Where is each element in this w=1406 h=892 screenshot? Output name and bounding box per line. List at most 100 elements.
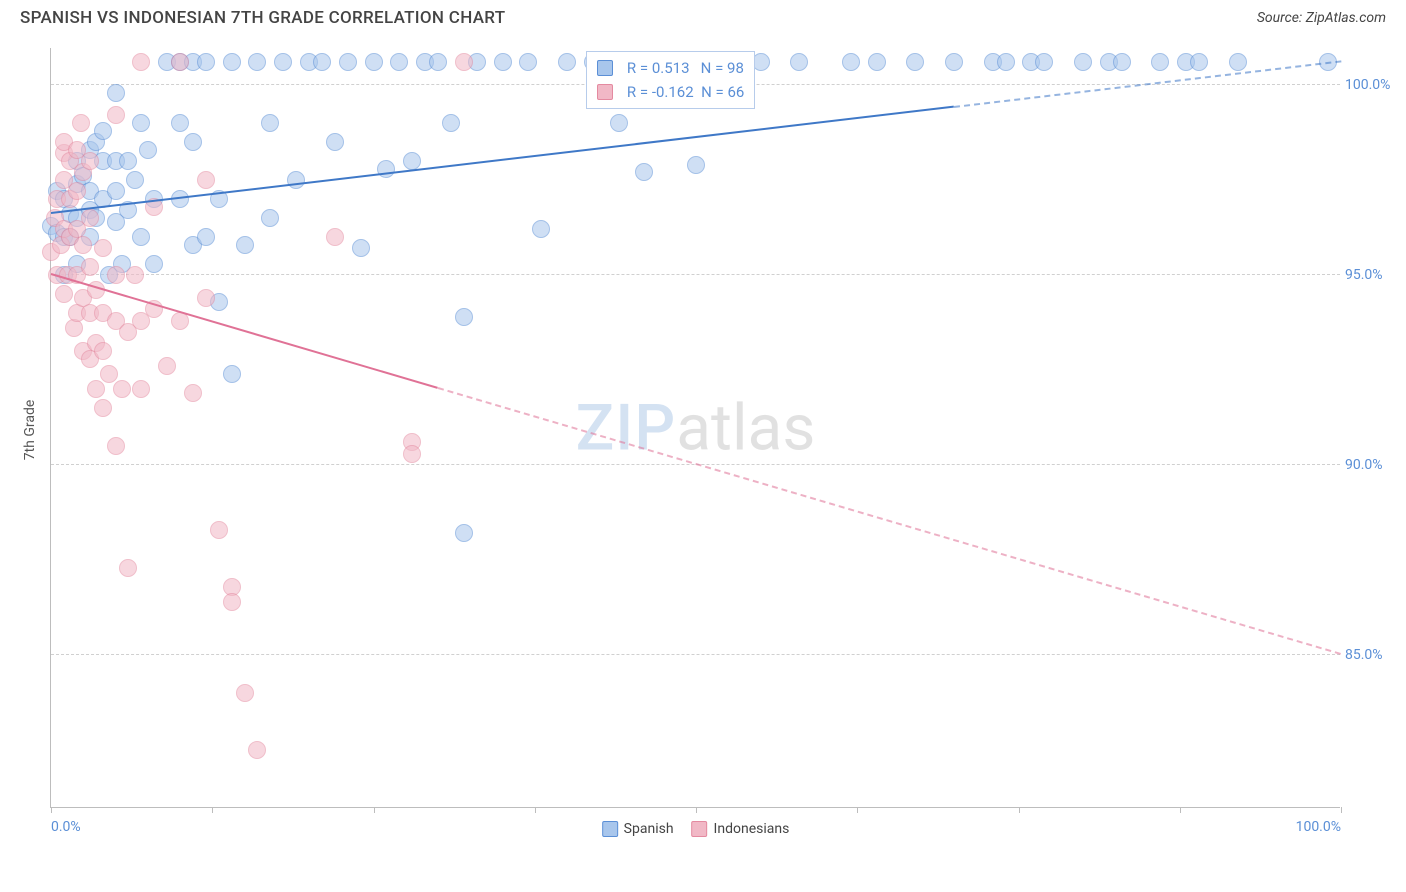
y-tick-label: 95.0%	[1345, 267, 1400, 283]
y-tick-label: 85.0%	[1345, 647, 1400, 663]
scatter-marker	[81, 209, 99, 227]
x-tick	[212, 807, 213, 813]
scatter-marker	[72, 114, 90, 132]
scatter-marker	[790, 53, 808, 71]
legend-swatch	[602, 821, 618, 837]
legend-item: Indonesians	[692, 821, 790, 837]
x-tick	[696, 807, 697, 813]
scatter-marker	[842, 53, 860, 71]
scatter-marker	[126, 266, 144, 284]
scatter-marker	[107, 182, 125, 200]
scatter-marker	[158, 357, 176, 375]
scatter-marker	[236, 236, 254, 254]
scatter-marker	[261, 209, 279, 227]
scatter-marker	[945, 53, 963, 71]
scatter-marker	[81, 152, 99, 170]
scatter-marker	[494, 53, 512, 71]
legend-swatch	[597, 84, 613, 100]
y-tick-label: 100.0%	[1345, 77, 1400, 93]
scatter-marker	[287, 171, 305, 189]
scatter-marker	[403, 445, 421, 463]
scatter-marker	[455, 308, 473, 326]
x-tick	[51, 807, 52, 813]
legend-item: Spanish	[602, 821, 674, 837]
scatter-marker	[210, 521, 228, 539]
scatter-marker	[145, 255, 163, 273]
scatter-marker	[455, 524, 473, 542]
scatter-marker	[906, 53, 924, 71]
scatter-marker	[868, 53, 886, 71]
scatter-marker	[248, 741, 266, 759]
scatter-marker	[81, 258, 99, 276]
scatter-marker	[558, 53, 576, 71]
scatter-marker	[94, 399, 112, 417]
x-tick	[857, 807, 858, 813]
scatter-marker	[55, 285, 73, 303]
scatter-marker	[113, 380, 131, 398]
scatter-marker	[132, 228, 150, 246]
scatter-marker	[132, 114, 150, 132]
scatter-marker	[94, 122, 112, 140]
scatter-marker	[94, 239, 112, 257]
scatter-marker	[126, 171, 144, 189]
x-tick-label: 0.0%	[51, 819, 81, 835]
scatter-marker	[87, 380, 105, 398]
scatter-marker	[119, 559, 137, 577]
scatter-marker	[274, 53, 292, 71]
scatter-marker	[442, 114, 460, 132]
scatter-marker	[68, 182, 86, 200]
scatter-marker	[119, 152, 137, 170]
scatter-marker	[1035, 53, 1053, 71]
legend-row: R = 0.513 N = 98	[597, 56, 744, 80]
scatter-plot: ZIPatlas 85.0%90.0%95.0%100.0%0.0%100.0%…	[50, 48, 1340, 808]
scatter-marker	[610, 114, 628, 132]
series-legend: Spanish Indonesians	[602, 821, 790, 837]
scatter-marker	[429, 53, 447, 71]
scatter-marker	[635, 163, 653, 181]
scatter-marker	[107, 437, 125, 455]
scatter-marker	[223, 365, 241, 383]
scatter-marker	[223, 593, 241, 611]
scatter-marker	[107, 84, 125, 102]
x-tick-label: 100.0%	[1296, 819, 1341, 835]
correlation-legend: R = 0.513 N = 98R = -0.162 N = 66	[586, 51, 755, 109]
legend-swatch	[692, 821, 708, 837]
scatter-marker	[197, 289, 215, 307]
scatter-marker	[236, 684, 254, 702]
scatter-marker	[184, 133, 202, 151]
scatter-marker	[132, 53, 150, 71]
scatter-marker	[326, 133, 344, 151]
scatter-marker	[100, 365, 118, 383]
scatter-marker	[997, 53, 1015, 71]
legend-swatch	[597, 60, 613, 76]
chart-source: Source: ZipAtlas.com	[1257, 10, 1386, 26]
y-axis-title: 7th Grade	[22, 400, 38, 461]
x-tick	[1180, 807, 1181, 813]
scatter-marker	[1074, 53, 1092, 71]
scatter-marker	[184, 384, 202, 402]
scatter-marker	[261, 114, 279, 132]
scatter-marker	[197, 53, 215, 71]
scatter-marker	[197, 171, 215, 189]
scatter-marker	[107, 266, 125, 284]
scatter-marker	[532, 220, 550, 238]
gridline	[51, 654, 1340, 655]
x-tick	[1019, 807, 1020, 813]
scatter-marker	[132, 380, 150, 398]
scatter-marker	[1229, 53, 1247, 71]
scatter-marker	[339, 53, 357, 71]
scatter-marker	[390, 53, 408, 71]
legend-row: R = -0.162 N = 66	[597, 80, 744, 104]
x-tick	[1341, 807, 1342, 813]
scatter-marker	[687, 156, 705, 174]
scatter-marker	[1113, 53, 1131, 71]
scatter-marker	[1151, 53, 1169, 71]
scatter-marker	[326, 228, 344, 246]
gridline	[51, 274, 1340, 275]
trend-line	[438, 387, 1342, 655]
scatter-marker	[519, 53, 537, 71]
chart-title: SPANISH VS INDONESIAN 7TH GRADE CORRELAT…	[20, 8, 505, 28]
scatter-marker	[74, 236, 92, 254]
scatter-marker	[107, 106, 125, 124]
scatter-marker	[1190, 53, 1208, 71]
